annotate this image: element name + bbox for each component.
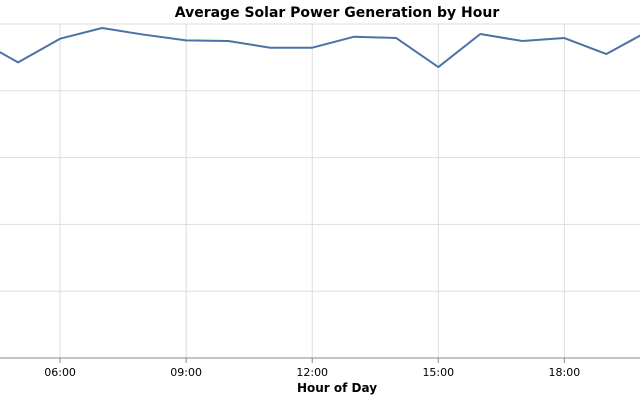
- series-layer: [0, 27, 640, 69]
- x-tick-label-3: 12:00: [296, 366, 328, 379]
- x-axis-label: Hour of Day: [297, 381, 377, 395]
- x-tick-label-4: 15:00: [422, 366, 454, 379]
- x-tick-label-2: 09:00: [170, 366, 202, 379]
- x-tick-label-5: 18:00: [549, 366, 581, 379]
- gridlines: [0, 23, 640, 359]
- chart-title: Average Solar Power Generation by Hour: [175, 5, 500, 21]
- x-tick-label-1: 06:00: [44, 366, 76, 379]
- series-line-0: [0, 27, 640, 69]
